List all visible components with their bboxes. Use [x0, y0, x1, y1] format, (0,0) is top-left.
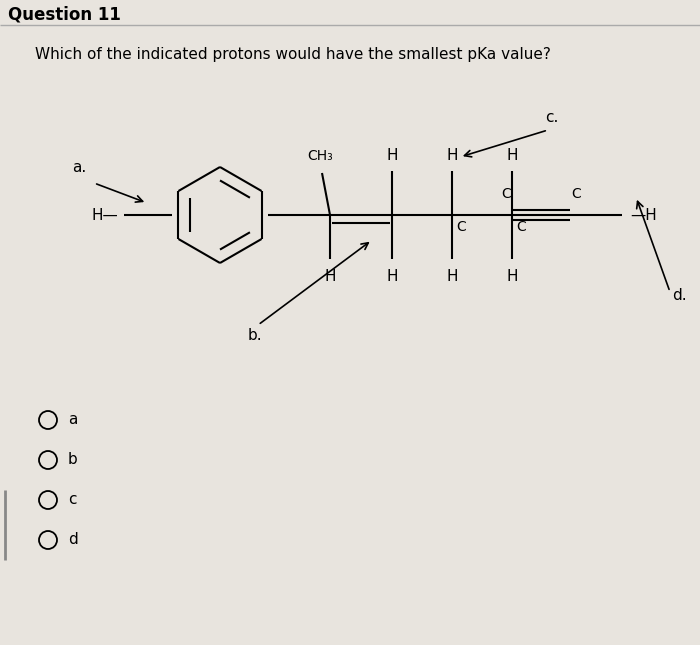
Text: H: H [386, 148, 398, 163]
Text: a: a [68, 413, 78, 428]
Text: H—: H— [91, 208, 118, 223]
Text: H: H [447, 148, 458, 163]
Text: H: H [506, 269, 518, 284]
Text: CH₃: CH₃ [307, 149, 333, 163]
Text: b.: b. [248, 328, 262, 342]
Text: c: c [68, 493, 76, 508]
Text: c.: c. [545, 110, 559, 126]
Text: H: H [447, 269, 458, 284]
Text: C: C [571, 187, 581, 201]
Text: b: b [68, 453, 78, 468]
Text: C: C [501, 187, 511, 201]
Text: d.: d. [672, 288, 687, 303]
Text: H: H [506, 148, 518, 163]
Text: a.: a. [72, 161, 86, 175]
Text: —H: —H [630, 208, 657, 223]
Text: C: C [456, 220, 466, 234]
Text: H: H [324, 269, 336, 284]
Text: C: C [516, 220, 526, 234]
Text: Question 11: Question 11 [8, 6, 121, 24]
Text: d: d [68, 533, 78, 548]
Text: Which of the indicated protons would have the smallest pKa value?: Which of the indicated protons would hav… [35, 48, 551, 63]
Text: H: H [386, 269, 398, 284]
